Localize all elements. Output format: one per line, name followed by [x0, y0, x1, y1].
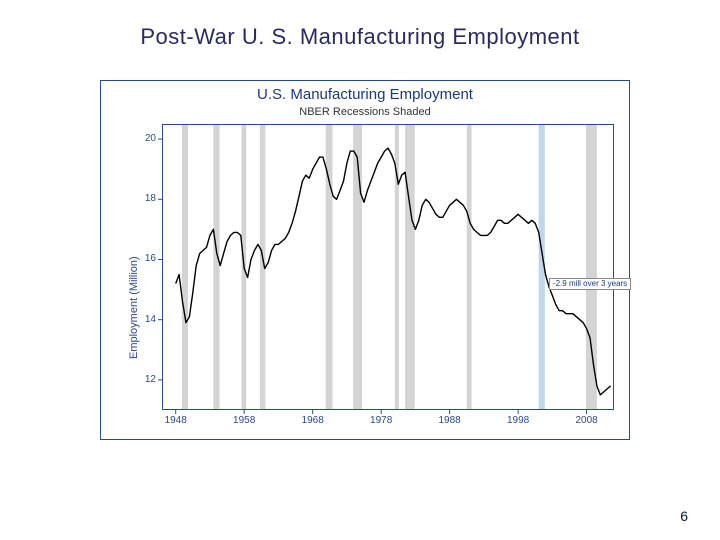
y-tick-label: 16 — [136, 253, 156, 264]
y-tick-label: 20 — [136, 133, 156, 144]
x-tick-label: 1958 — [227, 415, 261, 426]
x-tick-label: 1968 — [296, 415, 330, 426]
page-number: 6 — [680, 508, 688, 524]
chart-title: U.S. Manufacturing Employment — [100, 86, 630, 103]
y-tick-label: 18 — [136, 193, 156, 204]
slide-title: Post-War U. S. Manufacturing Employment — [0, 24, 720, 50]
x-tick-label: 1948 — [159, 415, 193, 426]
plot-svg — [162, 124, 614, 410]
chart-container: U.S. Manufacturing Employment NBER Reces… — [100, 80, 630, 440]
y-tick-label: 14 — [136, 314, 156, 325]
x-tick-label: 1988 — [433, 415, 467, 426]
y-tick-label: 12 — [136, 374, 156, 385]
x-tick-label: 1978 — [364, 415, 398, 426]
plot-area — [162, 124, 614, 410]
chart-annotation: -2.9 mill over 3 years — [549, 278, 631, 291]
x-tick-label: 2008 — [570, 415, 604, 426]
y-axis-label: Employment (Million) — [128, 256, 140, 359]
chart-subtitle: NBER Recessions Shaded — [100, 106, 630, 118]
x-tick-label: 1998 — [501, 415, 535, 426]
slide: { "slide": { "title": "Post-War U. S. Ma… — [0, 0, 720, 540]
